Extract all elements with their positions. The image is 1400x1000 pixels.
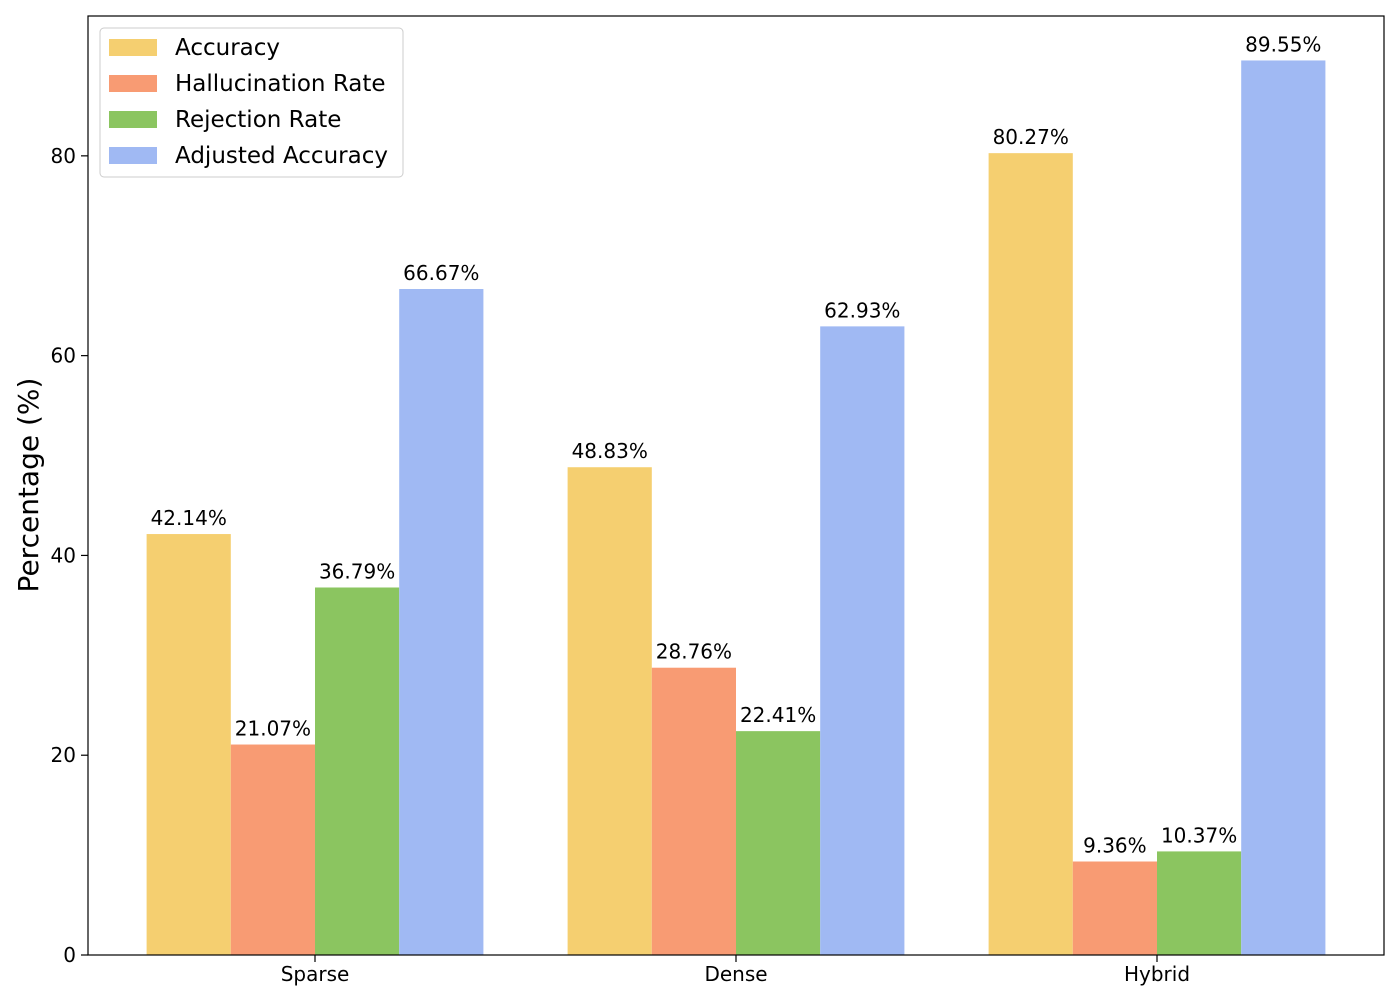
legend: Accuracy Hallucination Rate Rejection Rate… [99,27,404,178]
bar-dense-accuracy [567,467,652,955]
value-labels-group: 42.14% 48.83% 80.27% 21.07% 28.76% 9.36% 36.79… [151,32,1322,857]
bar-sparse-rejection-rate [315,587,400,955]
bar-hybrid-hallucination-rate [1072,861,1157,955]
bars-group [146,60,1326,956]
y-tick-label: 20 [51,743,76,767]
x-tick-label: Sparse [281,962,350,986]
legend-swatch [109,75,157,92]
bar-sparse-adjusted-accuracy [399,289,484,955]
value-label: 62.93% [824,298,900,322]
y-axis-label: Percentage (%) [12,378,45,593]
bar-hybrid-adjusted-accuracy [1241,60,1326,956]
bar-dense-rejection-rate [736,731,821,955]
value-label: 22.41% [740,703,816,727]
legend-box [99,27,404,178]
legend-label: Accuracy [175,35,280,61]
legend-label: Adjusted Accuracy [175,143,388,169]
bar-hybrid-accuracy [988,153,1073,955]
bar-hybrid-rejection-rate [1157,851,1242,955]
bar-sparse-accuracy [146,534,231,955]
value-label: 10.37% [1161,823,1237,847]
plot-frame [87,15,1385,956]
x-tick-label: Dense [704,962,767,986]
value-label: 66.67% [403,261,479,285]
x-axis: Sparse Dense Hybrid [281,955,1190,986]
y-tick-label: 60 [51,344,76,368]
value-label: 48.83% [572,439,648,463]
bar-sparse-hallucination-rate [230,744,315,955]
x-tick-label: Hybrid [1124,962,1190,986]
y-tick-label: 80 [51,144,76,168]
value-label: 21.07% [235,717,311,741]
legend-label: Rejection Rate [175,107,341,133]
y-axis: 0 20 40 60 80 [51,144,88,967]
legend-swatch [109,111,157,128]
value-label: 28.76% [656,640,732,664]
y-tick-label: 0 [63,943,76,967]
value-label: 89.55% [1245,32,1321,56]
bar-dense-adjusted-accuracy [820,326,905,955]
bar-dense-hallucination-rate [651,667,736,955]
y-tick-label: 40 [51,543,76,567]
value-label: 42.14% [151,506,227,530]
legend-swatch [109,39,157,56]
value-label: 9.36% [1083,833,1147,857]
legend-label: Hallucination Rate [175,71,386,97]
legend-swatch [109,147,157,164]
value-label: 80.27% [993,125,1069,149]
value-label: 36.79% [319,559,395,583]
